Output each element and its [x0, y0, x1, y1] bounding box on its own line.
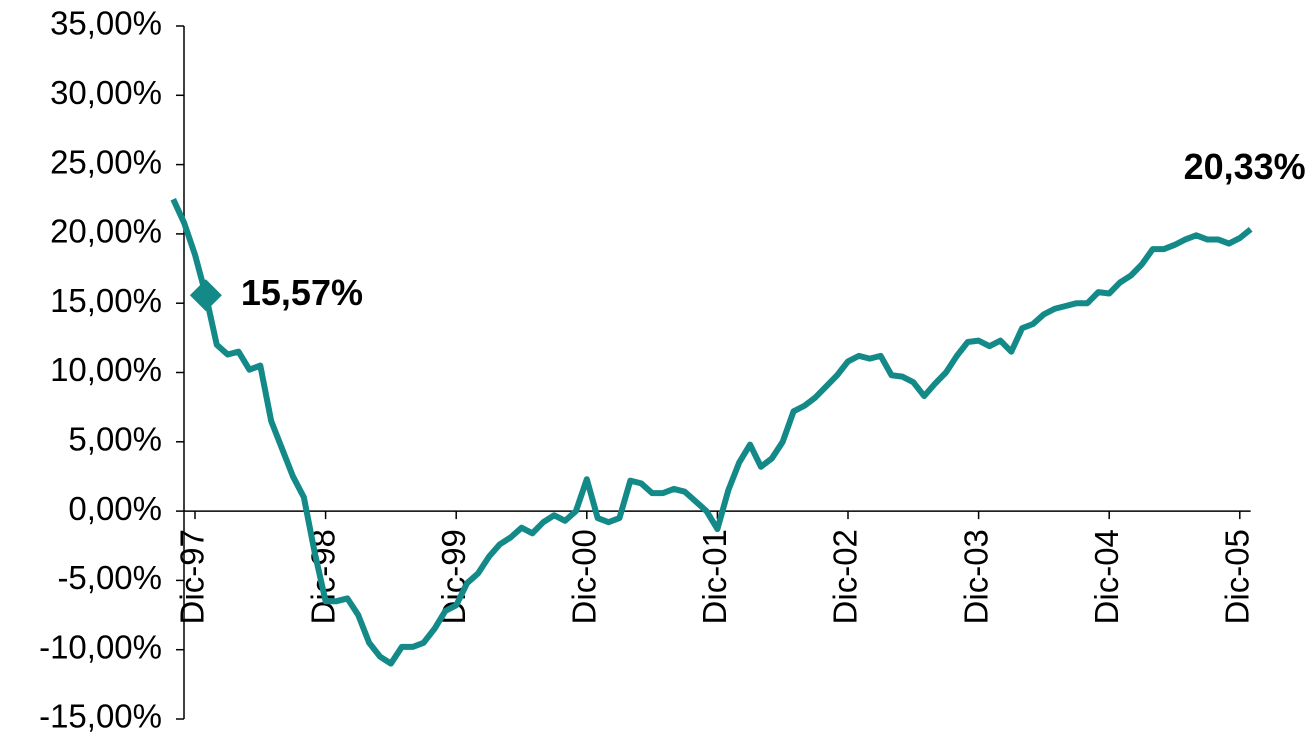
y-tick-label: -5,00% — [57, 559, 162, 596]
y-tick-label: 20,00% — [50, 213, 162, 250]
line — [170, 197, 1253, 667]
x-tick-label: Dic-03 — [957, 529, 994, 624]
data-label: 20,33% — [1184, 146, 1306, 187]
y-tick-label: -15,00% — [39, 698, 162, 734]
y-tick-label: -10,00% — [39, 628, 162, 665]
x-tick-label: Dic-04 — [1088, 529, 1125, 624]
y-tick-label: 10,00% — [50, 351, 162, 388]
y-tick-label: 25,00% — [50, 143, 162, 180]
y-tick-label: 30,00% — [50, 74, 162, 111]
x-tick-label: Dic-00 — [566, 529, 603, 624]
data-label: 15,57% — [241, 272, 363, 313]
y-tick-label: 0,00% — [68, 490, 162, 527]
x-tick-label: Dic-99 — [435, 529, 472, 624]
x-tick-label: Dic-97 — [174, 529, 211, 624]
x-tick-label: Dic-02 — [827, 529, 864, 624]
x-tick-label: Dic-01 — [696, 529, 733, 624]
x-tick-label: Dic-05 — [1219, 529, 1256, 624]
y-tick-label: 15,00% — [50, 282, 162, 319]
y-tick-label: 5,00% — [68, 421, 162, 458]
marker — [189, 279, 222, 312]
y-tick-label: 35,00% — [50, 5, 162, 42]
